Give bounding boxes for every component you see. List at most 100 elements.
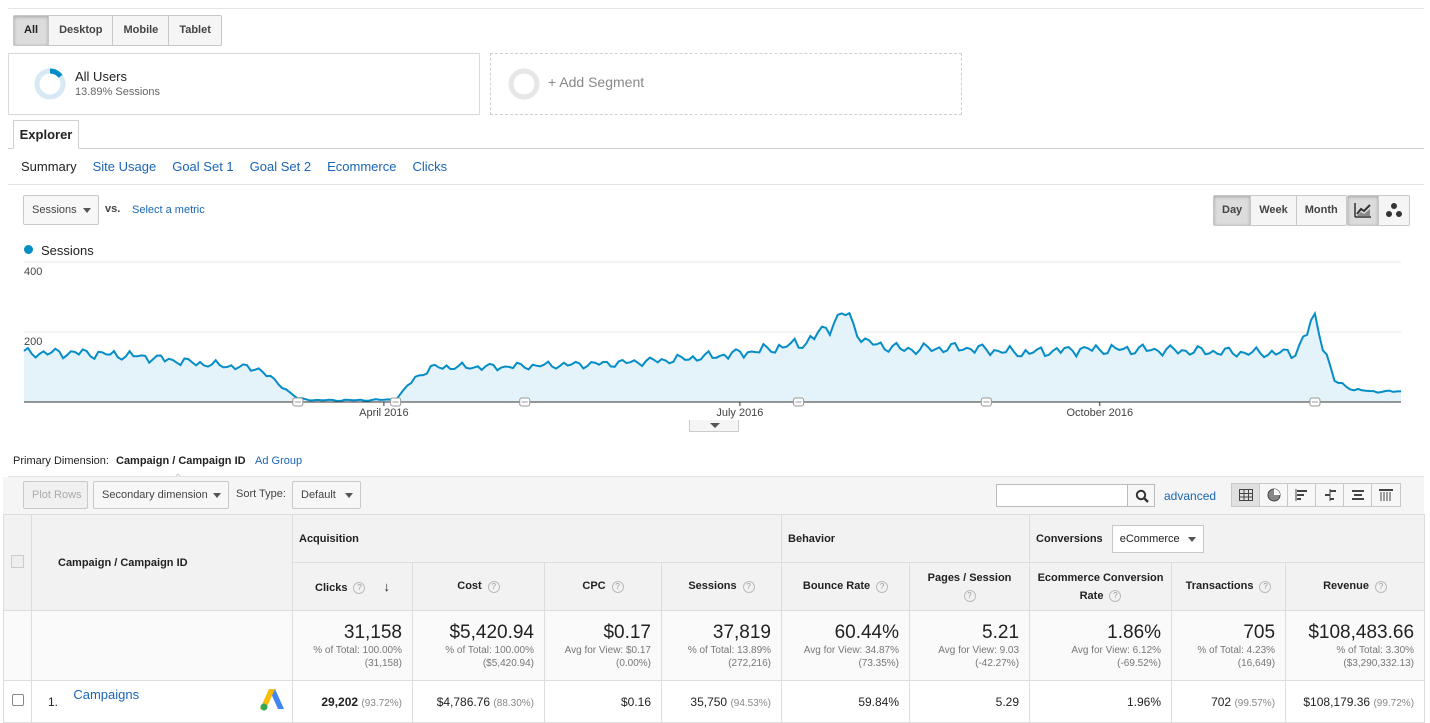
help-icon[interactable]: ? — [876, 580, 889, 593]
secondary-dimension-select[interactable]: Secondary dimension — [93, 481, 229, 509]
row-pages-session: 5.29 — [909, 680, 1031, 723]
annotation-marker — [793, 397, 805, 407]
total-line1: % of Total: 100.00% — [445, 644, 534, 656]
device-filter-tablet[interactable]: Tablet — [179, 24, 211, 36]
metric-select[interactable]: Sessions — [23, 195, 99, 225]
advanced-filter-link[interactable]: advanced — [1164, 489, 1217, 503]
help-icon[interactable]: ? — [353, 582, 366, 595]
search-icon — [1135, 489, 1149, 503]
row-transactions: 702 (99.57%) — [1171, 680, 1287, 723]
segment-all-users[interactable]: All Users 13.89% Sessions — [8, 53, 480, 115]
comparison-view-button[interactable] — [1316, 484, 1344, 506]
device-filter-mobile[interactable]: Mobile — [113, 16, 170, 45]
row-clicks: 29,202 (93.72%) — [292, 680, 413, 723]
adwords-logo-icon — [260, 689, 284, 711]
subtab-summary[interactable]: Summary — [21, 159, 77, 174]
total-pages-session: 5.21 Avg for View: 9.03 (-42.27%) — [909, 610, 1031, 681]
time-month-button[interactable]: Month — [1304, 204, 1338, 216]
total-value: 705 — [1243, 621, 1276, 643]
help-icon[interactable]: ? — [963, 589, 976, 602]
row-cost-pct: (88.30%) — [493, 697, 534, 709]
pivot-view-button[interactable] — [1372, 484, 1400, 506]
total-value: 1.86% — [1107, 621, 1162, 643]
help-icon[interactable]: ? — [487, 580, 500, 593]
plot-rows-button[interactable]: Plot Rows — [23, 481, 88, 509]
annotation-marker — [292, 397, 304, 407]
comparison-icon — [1324, 489, 1336, 501]
col-header-cpc[interactable]: CPC? — [544, 562, 662, 611]
help-icon[interactable]: ? — [742, 580, 755, 593]
help-icon[interactable]: ? — [1109, 589, 1122, 602]
time-day-button[interactable]: Day — [1214, 196, 1252, 225]
subtab-site-usage[interactable]: Site Usage — [92, 159, 157, 174]
row-campaign-link[interactable]: Campaigns — [73, 687, 140, 702]
conversions-select[interactable]: eCommerce — [1111, 524, 1204, 553]
select-all-checkbox[interactable] — [11, 554, 24, 568]
subtab-clicks[interactable]: Clicks — [412, 159, 448, 174]
select-metric-link[interactable]: Select a metric — [132, 204, 205, 216]
col-header-label: Pages / Session — [927, 571, 1012, 584]
row-conversion-rate: 1.96% — [1029, 680, 1173, 723]
col-header-revenue[interactable]: Revenue? — [1285, 562, 1426, 611]
device-filter-desktop[interactable]: Desktop — [49, 16, 114, 45]
time-week-button[interactable]: Week — [1251, 196, 1297, 225]
row-checkbox[interactable] — [11, 694, 24, 706]
row-sessions-value: 35,750 — [690, 694, 728, 709]
col-header-sessions[interactable]: Sessions? — [660, 562, 783, 611]
acquisition-group-header: Acquisition — [291, 514, 783, 563]
row-dimension-cell: 1. Campaigns — [31, 680, 293, 723]
row-transactions-pct: (99.57%) — [1234, 697, 1276, 709]
chevron-down-icon — [213, 493, 221, 498]
totals-empty-cell — [3, 610, 32, 681]
add-segment-button[interactable]: + Add Segment — [490, 53, 962, 115]
total-line2: ($5,420.94) — [482, 657, 534, 669]
search-button[interactable] — [1127, 484, 1155, 507]
col-header-transactions[interactable]: Transactions? — [1171, 562, 1287, 611]
line-chart-button[interactable] — [1348, 196, 1379, 225]
total-line2: (31,158) — [364, 657, 402, 669]
col-header-cost[interactable]: Cost? — [412, 562, 545, 611]
total-revenue: $108,483.66% of Total: 3.30% ($3,290,332.… — [1285, 610, 1426, 681]
sort-type-value: Default — [301, 489, 336, 501]
annotation-marker — [980, 397, 992, 407]
add-segment-label: + Add Segment — [548, 74, 645, 90]
subtab-goal-set-1[interactable]: Goal Set 1 — [172, 159, 234, 174]
data-view-button[interactable] — [1232, 484, 1260, 506]
total-line2: (-42.27%) — [975, 657, 1020, 669]
segment-name: All Users — [75, 69, 128, 84]
performance-view-button[interactable] — [1288, 484, 1316, 506]
term-cloud-button[interactable] — [1344, 484, 1372, 506]
pivot-icon — [1379, 489, 1393, 501]
help-icon[interactable]: ? — [611, 580, 624, 593]
row-transactions-value: 702 — [1211, 694, 1232, 709]
total-value: 31,158 — [343, 621, 402, 643]
subtab-ecommerce[interactable]: Ecommerce — [327, 159, 397, 174]
col-header-pages-session[interactable]: Pages / Session? — [909, 562, 1031, 611]
primary-dimension-current[interactable]: Campaign / Campaign ID — [116, 455, 246, 467]
col-header-clicks[interactable]: Clicks? ↓ — [292, 562, 413, 611]
chart-collapse-toggle[interactable] — [689, 420, 739, 432]
help-icon[interactable]: ? — [1259, 580, 1272, 593]
subtab-goal-set-2[interactable]: Goal Set 2 — [249, 159, 312, 174]
primary-dimension-ad-group[interactable]: Ad Group — [255, 455, 303, 467]
dimension-header[interactable]: Campaign / Campaign ID — [31, 514, 293, 611]
y-tick-label: 200 — [24, 336, 42, 348]
total-value: $0.17 — [603, 621, 651, 643]
total-line1: % of Total: 100.00% — [313, 644, 402, 656]
col-header-bounce-rate[interactable]: Bounce Rate? — [781, 562, 911, 611]
tab-explorer[interactable]: Explorer — [13, 120, 79, 149]
totals-label-cell — [31, 610, 293, 681]
help-icon[interactable]: ? — [1374, 580, 1387, 593]
percentage-view-button[interactable] — [1260, 484, 1288, 506]
device-filter-all[interactable]: All — [14, 16, 50, 45]
col-header-conversion-rate[interactable]: Ecommerce Conversion Rate? — [1029, 562, 1173, 611]
total-value: $108,483.66 — [1308, 621, 1415, 643]
total-sessions: 37,819% of Total: 13.89% (272,216) — [660, 610, 783, 681]
sort-type-select[interactable]: Default — [292, 481, 361, 509]
chevron-down-icon — [83, 208, 91, 213]
row-index: 1. — [48, 695, 59, 709]
top-divider — [8, 8, 1424, 9]
table-search-input[interactable] — [996, 484, 1128, 507]
total-bounce-rate: 60.44% Avg for View: 34.87% (73.35%) — [781, 610, 911, 681]
motion-chart-button[interactable] — [1379, 196, 1409, 225]
